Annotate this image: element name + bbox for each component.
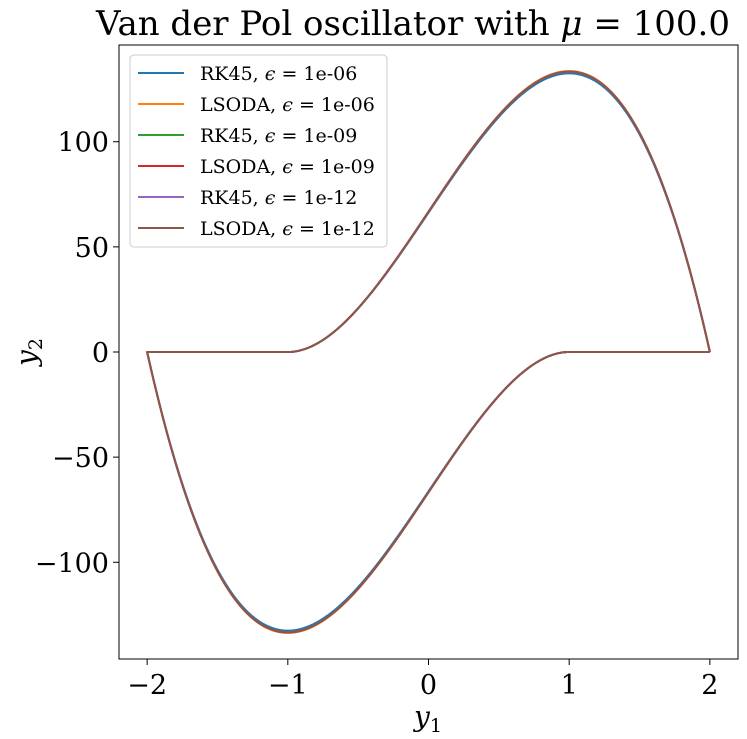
- chart-title: Van der Pol oscillator with μ = 100.0: [95, 4, 730, 44]
- legend-label-2: LSODA, ϵ = 1e-06: [200, 94, 375, 116]
- legend: RK45, ϵ = 1e-06 LSODA, ϵ = 1e-06 RK45, ϵ =…: [129, 54, 388, 248]
- legend-label-5: RK45, ϵ = 1e-12: [200, 187, 357, 209]
- x-tick-label: 2: [701, 670, 718, 701]
- x-tick-label: −1: [268, 670, 308, 701]
- legend-label-1: RK45, ϵ = 1e-06: [200, 63, 357, 85]
- legend-entries: RK45, ϵ = 1e-06 LSODA, ϵ = 1e-06 RK45, ϵ =…: [138, 63, 375, 240]
- y-axis-label: y2: [10, 338, 47, 368]
- y-tick-label: −100: [35, 548, 109, 579]
- x-tick-label: 0: [420, 670, 437, 701]
- y-tick-label: 100: [57, 128, 109, 159]
- legend-label-6: LSODA, ϵ = 1e-12: [200, 218, 375, 240]
- tick-layer: −2 −1 0 1 2 −100 −50 0 50 100: [35, 128, 719, 701]
- series-line-6: [146, 70, 711, 634]
- legend-box: [129, 54, 388, 248]
- x-axis-label: y1: [412, 700, 442, 737]
- legend-label-4: LSODA, ϵ = 1e-09: [200, 156, 375, 178]
- y-tick-label: 50: [75, 233, 109, 264]
- series-layer: [146, 70, 711, 634]
- y-tick-label: 0: [92, 338, 109, 369]
- legend-label-3: RK45, ϵ = 1e-09: [200, 125, 357, 147]
- x-tick-label: −2: [127, 670, 167, 701]
- x-tick-label: 1: [561, 670, 578, 701]
- y-tick-label: −50: [52, 443, 109, 474]
